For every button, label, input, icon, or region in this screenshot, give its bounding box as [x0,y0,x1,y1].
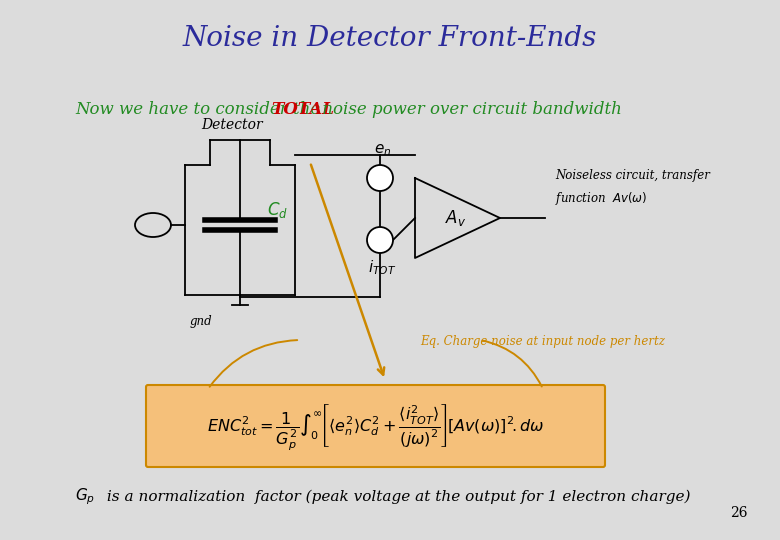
Text: TOTAL: TOTAL [271,102,334,118]
Text: Noise in Detector Front-Ends: Noise in Detector Front-Ends [183,24,597,51]
Text: Noiseless circuit, transfer
function  $Av(\omega)$: Noiseless circuit, transfer function $Av… [555,169,710,207]
Ellipse shape [367,227,393,253]
Text: Detector: Detector [201,118,263,132]
Text: $ENC^2_{tot} = \dfrac{1}{G^2_p}\int_0^{\infty}\!\left[\langle e^2_n\rangle C^2_d: $ENC^2_{tot} = \dfrac{1}{G^2_p}\int_0^{\… [207,403,544,453]
Text: Now we have to consider the: Now we have to consider the [75,102,325,118]
FancyBboxPatch shape [146,385,605,467]
Text: $A_v$: $A_v$ [445,208,466,228]
FancyArrowPatch shape [311,165,385,375]
Text: Eq. Charge noise at input node per hertz: Eq. Charge noise at input node per hertz [420,335,665,348]
Text: is a normalization  factor (peak voltage at the output for 1 electron charge): is a normalization factor (peak voltage … [102,490,690,504]
Text: 26: 26 [730,506,747,520]
Text: noise power over circuit bandwidth: noise power over circuit bandwidth [317,102,622,118]
Text: $i_{TOT}$: $i_{TOT}$ [368,258,396,276]
Ellipse shape [367,165,393,191]
Text: $G_p$: $G_p$ [75,487,95,507]
Text: gnd: gnd [190,315,213,328]
Text: $C_d$: $C_d$ [267,200,288,220]
Text: $e_n$: $e_n$ [374,143,392,158]
